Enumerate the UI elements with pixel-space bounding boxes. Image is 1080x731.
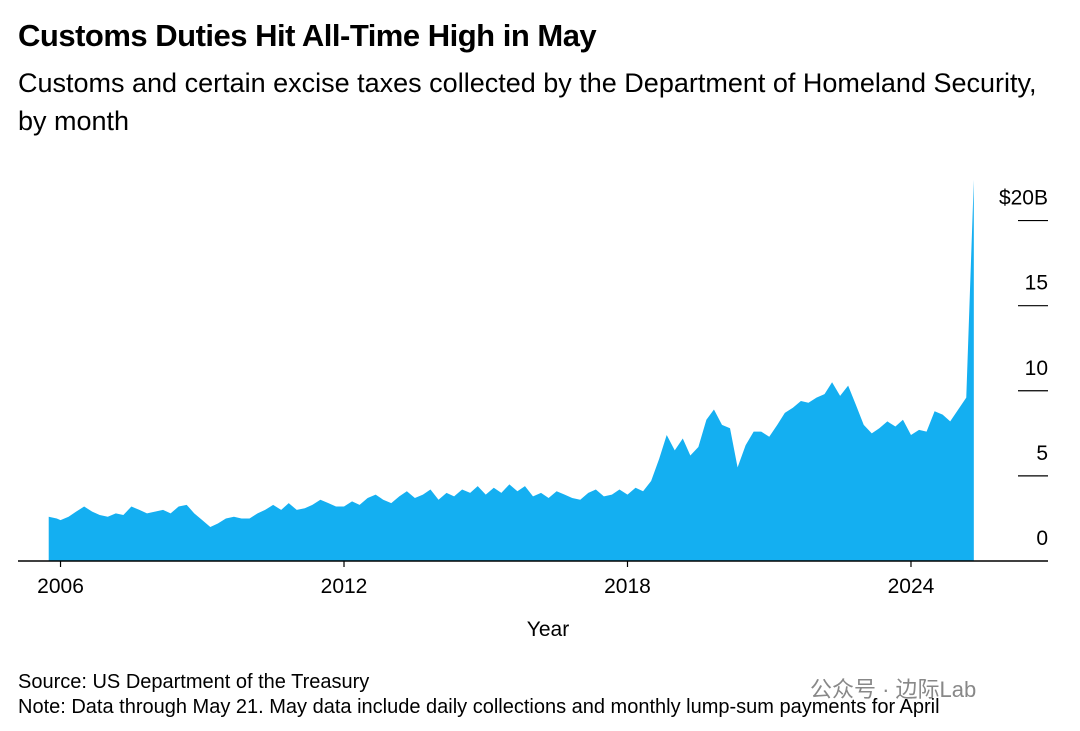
y-tick-label: 10 (1025, 357, 1048, 380)
x-tick-label: 2018 (604, 575, 651, 598)
area (48, 179, 974, 562)
y-tick-label: 0 (1036, 527, 1048, 550)
x-tick-label: 2012 (321, 575, 368, 598)
watermark: 公众号 · 边际Lab (810, 677, 977, 702)
y-tick-label: 15 (1025, 272, 1048, 295)
chart-subtitle: Customs and certain excise taxes collect… (18, 68, 1037, 136)
x-tick-label: 2006 (37, 575, 84, 598)
footnote: Note: Data through May 21. May data incl… (18, 696, 940, 718)
y-tick-label: $20B (999, 187, 1048, 210)
chart-title: Customs Duties Hit All-Time High in May (18, 18, 597, 53)
source-note: Source: US Department of the Treasury (18, 671, 370, 693)
y-tick-label: 5 (1036, 442, 1048, 465)
x-axis-label: Year (527, 618, 569, 641)
x-tick-label: 2024 (888, 575, 935, 598)
